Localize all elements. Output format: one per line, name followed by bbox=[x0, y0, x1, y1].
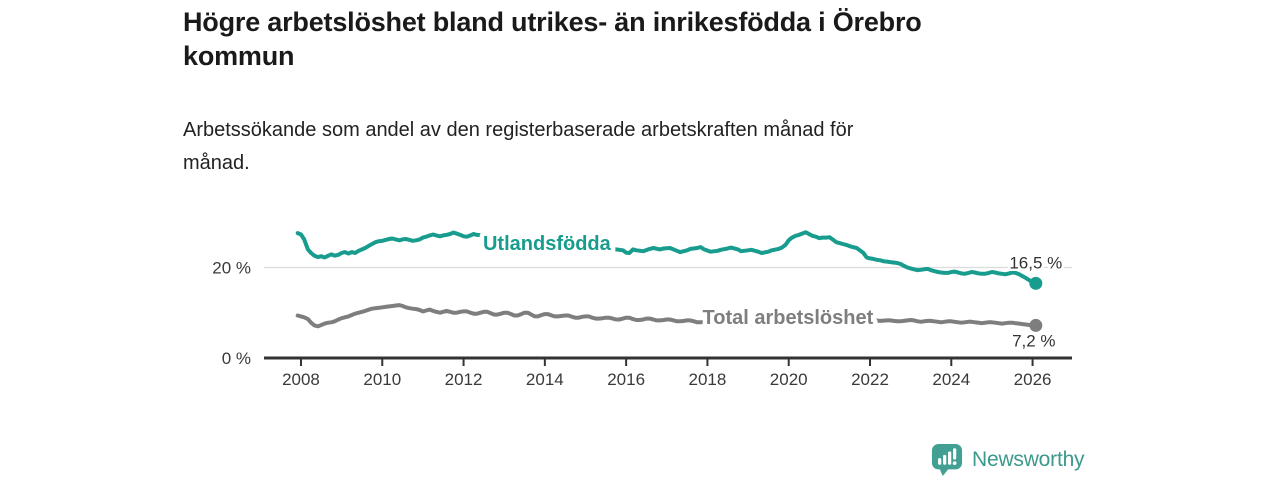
x-tick-label-2020: 2020 bbox=[770, 370, 808, 389]
series-endpoint-dot-utlandsfodda bbox=[1029, 276, 1043, 290]
title-line-1: Högre arbetslöshet bland utrikes- än inr… bbox=[183, 7, 922, 37]
brand-footer: Newsworthy bbox=[931, 443, 1085, 477]
y-tick-label-20: 20 % bbox=[212, 258, 251, 277]
series-label-utlandsfodda: Utlandsfödda bbox=[483, 233, 612, 255]
end-value-label-utlandsfodda: 16,5 % bbox=[1009, 253, 1062, 272]
x-tick-label-2026: 2026 bbox=[1014, 370, 1052, 389]
x-tick-label-2010: 2010 bbox=[363, 370, 401, 389]
x-tick-label-2016: 2016 bbox=[607, 370, 645, 389]
x-tick-label-2014: 2014 bbox=[526, 370, 564, 389]
x-tick-label-2008: 2008 bbox=[282, 370, 320, 389]
x-tick-label-2024: 2024 bbox=[932, 370, 970, 389]
subtitle-line-2: månad. bbox=[183, 152, 250, 174]
series-label-total-arbetsloshet: Total arbetslöshet bbox=[703, 307, 874, 329]
x-tick-label-2018: 2018 bbox=[689, 370, 727, 389]
y-tick-label-0: 0 % bbox=[222, 349, 251, 368]
x-tick-label-2012: 2012 bbox=[445, 370, 483, 389]
subtitle-line-1: Arbetssökande som andel av den registerb… bbox=[183, 119, 854, 141]
chart-subtitle: Arbetssökande som andel av den registerb… bbox=[183, 114, 1083, 180]
page-title: Högre arbetslöshet bland utrikes- än inr… bbox=[183, 5, 1143, 73]
newsworthy-logo-icon bbox=[931, 444, 963, 476]
title-line-2: kommun bbox=[183, 41, 295, 71]
x-tick-label-2022: 2022 bbox=[851, 370, 889, 389]
brand-name: Newsworthy bbox=[972, 448, 1085, 471]
line-chart: 2008 2010 2012 2014 2016 2018 2020 2022 2024 2026… bbox=[212, 229, 1072, 389]
end-value-label-total-arbetsloshet: 7,2 % bbox=[1012, 331, 1055, 350]
series-line-total-arbetsloshet bbox=[295, 303, 1038, 329]
series-line-utlandsfodda bbox=[295, 230, 1038, 286]
series-endpoint-dot-total-arbetsloshet bbox=[1029, 318, 1043, 332]
